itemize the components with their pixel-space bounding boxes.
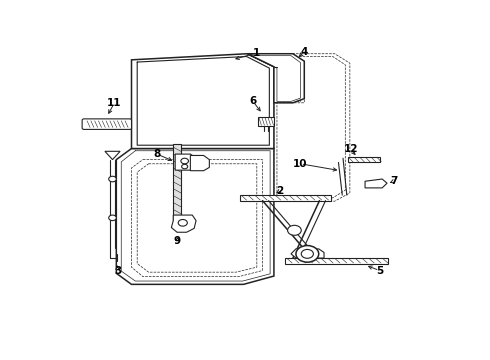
Circle shape [288,225,301,235]
Text: 10: 10 [293,159,308,169]
Text: 4: 4 [300,46,308,57]
Polygon shape [285,258,388,264]
Polygon shape [365,179,387,188]
Polygon shape [131,54,274,149]
Circle shape [296,246,318,262]
Text: 5: 5 [376,266,383,275]
Text: 6: 6 [249,96,257,107]
Text: 7: 7 [390,176,397,186]
Circle shape [301,249,314,258]
Polygon shape [291,249,324,258]
Polygon shape [172,215,196,232]
Polygon shape [240,195,331,201]
Polygon shape [247,54,304,103]
Polygon shape [173,144,181,221]
Text: 9: 9 [173,237,181,246]
Polygon shape [190,156,209,171]
Text: 3: 3 [114,266,121,275]
Circle shape [182,164,188,169]
Text: 12: 12 [343,144,358,154]
Polygon shape [105,151,120,159]
Polygon shape [116,149,274,284]
FancyBboxPatch shape [82,119,131,129]
Circle shape [178,220,187,226]
Circle shape [109,176,116,182]
Text: 1: 1 [253,48,261,58]
Polygon shape [175,154,198,170]
Text: 11: 11 [107,98,122,108]
Polygon shape [348,157,380,162]
Circle shape [181,158,189,164]
Text: 8: 8 [153,149,161,159]
Circle shape [109,215,116,221]
Text: 2: 2 [276,186,283,196]
Polygon shape [258,117,274,126]
